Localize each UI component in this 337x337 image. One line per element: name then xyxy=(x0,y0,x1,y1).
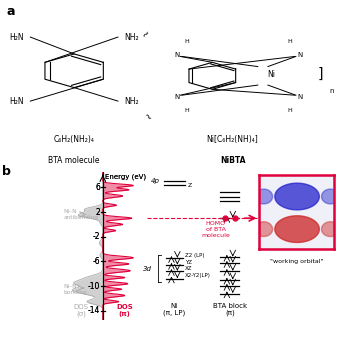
Text: Energy (eV): Energy (eV) xyxy=(105,173,146,180)
Text: "working orbital": "working orbital" xyxy=(270,259,323,264)
Text: H₂N: H₂N xyxy=(9,97,24,105)
Text: H: H xyxy=(185,108,189,113)
Text: Z: Z xyxy=(187,183,192,188)
Text: Ni[C₆H₂(NH)₄]: Ni[C₆H₂(NH)₄] xyxy=(207,135,258,144)
Text: 4p: 4p xyxy=(151,178,160,184)
Text: -2: -2 xyxy=(93,232,100,241)
Text: BTA block
(π): BTA block (π) xyxy=(213,303,247,316)
Text: N: N xyxy=(297,94,303,100)
Text: Ni–N
bonding: Ni–N bonding xyxy=(64,284,87,295)
Text: ]: ] xyxy=(317,67,323,81)
Text: Energy (eV): Energy (eV) xyxy=(105,173,146,180)
Text: Ni: Ni xyxy=(267,70,275,79)
Text: H: H xyxy=(185,39,189,44)
Text: 6: 6 xyxy=(95,183,100,192)
Text: -10: -10 xyxy=(88,282,100,291)
Text: H₂N: H₂N xyxy=(9,33,24,41)
Text: Ni
(π, LP): Ni (π, LP) xyxy=(163,303,186,316)
Text: Ni–N
antibonding: Ni–N antibonding xyxy=(64,209,98,220)
Text: BTA molecule: BTA molecule xyxy=(49,156,100,164)
Text: XZ: XZ xyxy=(185,266,192,271)
Text: -2: -2 xyxy=(93,232,100,241)
Text: -6: -6 xyxy=(93,257,100,266)
Text: -10: -10 xyxy=(88,282,100,291)
Text: N: N xyxy=(174,52,180,58)
Text: b: b xyxy=(2,165,11,178)
Text: HOMO
of BTA
molecule: HOMO of BTA molecule xyxy=(201,221,230,238)
Text: YZ: YZ xyxy=(185,259,192,265)
Text: NH₂: NH₂ xyxy=(124,97,139,105)
Text: 2: 2 xyxy=(95,208,100,217)
Text: DOS
(σ): DOS (σ) xyxy=(73,304,89,317)
Text: n: n xyxy=(330,88,334,94)
Text: a: a xyxy=(7,5,15,18)
Text: 3d: 3d xyxy=(143,266,152,272)
Text: NiBTA: NiBTA xyxy=(220,156,245,164)
Text: H: H xyxy=(287,108,292,113)
Text: -6: -6 xyxy=(93,257,100,266)
Text: -14: -14 xyxy=(88,306,100,315)
Text: DOS
(π): DOS (π) xyxy=(116,304,133,317)
Text: 6: 6 xyxy=(95,183,100,192)
Text: ~: ~ xyxy=(140,27,153,40)
Text: C₆H₂(NH₂)₄: C₆H₂(NH₂)₄ xyxy=(54,135,95,144)
Text: N: N xyxy=(174,94,180,100)
Text: ~: ~ xyxy=(140,112,153,124)
Text: Z2 (LP): Z2 (LP) xyxy=(185,253,205,258)
Text: -14: -14 xyxy=(88,306,100,315)
Text: X2-Y2(LP): X2-Y2(LP) xyxy=(185,273,211,278)
Text: NH₂: NH₂ xyxy=(124,33,139,41)
Text: H: H xyxy=(287,39,292,44)
Text: N: N xyxy=(297,52,303,58)
Text: 2: 2 xyxy=(95,208,100,217)
